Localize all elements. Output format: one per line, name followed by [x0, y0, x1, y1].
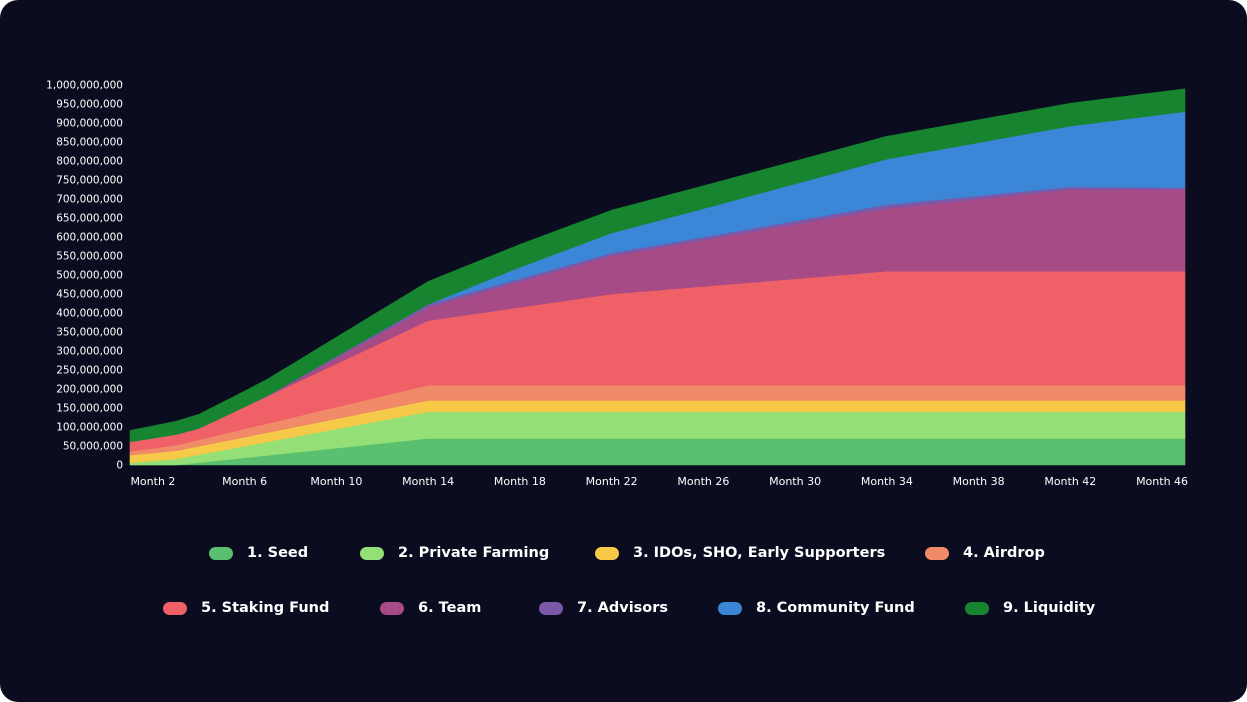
area-series-group: [129, 88, 1186, 466]
y-tick-label: 650,000,000: [56, 213, 123, 225]
legend-row-1: 1. Seed 2. Private Farming 3. IDOs, SHO,…: [0, 539, 1247, 567]
y-tick-label: 550,000,000: [56, 251, 123, 263]
y-tick-label: 0: [116, 460, 123, 472]
legend-swatch-staking-fund: [163, 601, 187, 615]
legend-label-airdrop: 4. Airdrop: [963, 545, 1045, 561]
y-tick-label: 600,000,000: [56, 232, 123, 244]
y-tick-label: 150,000,000: [56, 403, 123, 415]
legend-row-2: 5. Staking Fund 6. Team 7. Advisors 8. C…: [0, 594, 1247, 622]
x-tick-label: Month 26: [677, 475, 729, 488]
y-tick-label: 700,000,000: [56, 194, 123, 206]
legend-item-advisors[interactable]: 7. Advisors: [539, 594, 668, 622]
y-tick-label: 300,000,000: [56, 346, 123, 358]
legend-swatch-community-fund: [718, 601, 742, 615]
x-tick-label: Month 18: [494, 475, 546, 488]
legend-label-advisors: 7. Advisors: [577, 600, 669, 616]
x-tick-label: Month 6: [222, 475, 267, 488]
legend-swatch-idos: [595, 546, 619, 560]
x-tick-label: Month 10: [310, 475, 362, 488]
x-tick-label: Month 46: [1136, 475, 1188, 488]
y-tick-label: 50,000,000: [63, 441, 123, 453]
y-tick-label: 800,000,000: [56, 156, 123, 168]
x-tick-label: Month 38: [953, 475, 1005, 488]
y-tick-label: 200,000,000: [56, 384, 123, 396]
x-tick-label: Month 14: [402, 475, 454, 488]
y-axis-ticks: 1,000,000,000 950,000,000 900,000,000 850,0…: [46, 80, 123, 472]
legend-item-airdrop[interactable]: 4. Airdrop: [925, 539, 1045, 567]
y-tick-label: 850,000,000: [56, 137, 123, 149]
y-tick-label: 400,000,000: [56, 308, 123, 320]
legend-item-staking-fund[interactable]: 5. Staking Fund: [163, 594, 329, 622]
legend-label-seed: 1. Seed: [247, 545, 309, 561]
x-tick-label: Month 42: [1044, 475, 1096, 488]
y-tick-label: 100,000,000: [56, 422, 123, 434]
y-tick-label: 500,000,000: [56, 270, 123, 282]
legend-label-private-farming: 2. Private Farming: [398, 545, 550, 561]
x-tick-label: Month 30: [769, 475, 821, 488]
legend-swatch-private-farming: [360, 546, 384, 560]
legend-item-team[interactable]: 6. Team: [380, 594, 481, 622]
area-series-9: [129, 88, 1186, 443]
y-tick-label: 350,000,000: [56, 327, 123, 339]
legend-swatch-team: [380, 601, 404, 615]
legend-item-liquidity[interactable]: 9. Liquidity: [965, 594, 1095, 622]
legend-swatch-airdrop: [925, 546, 949, 560]
legend-item-idos[interactable]: 3. IDOs, SHO, Early Supporters: [595, 539, 885, 567]
y-tick-label: 750,000,000: [56, 175, 123, 187]
x-tick-label: Month 2: [130, 475, 175, 488]
y-tick-label: 950,000,000: [56, 99, 123, 111]
y-tick-label: 250,000,000: [56, 365, 123, 377]
legend-item-private-farming[interactable]: 2. Private Farming: [360, 539, 549, 567]
legend-swatch-liquidity: [965, 601, 989, 615]
legend-label-community-fund: 8. Community Fund: [756, 600, 915, 616]
x-tick-label: Month 22: [586, 475, 638, 488]
y-tick-label: 1,000,000,000: [46, 80, 123, 92]
legend-swatch-advisors: [539, 601, 563, 615]
legend-swatch-seed: [209, 546, 233, 560]
x-tick-label: Month 34: [861, 475, 913, 488]
legend-label-staking-fund: 5. Staking Fund: [201, 600, 330, 616]
legend-item-seed[interactable]: 1. Seed: [209, 539, 308, 567]
legend-label-idos: 3. IDOs, SHO, Early Supporters: [633, 545, 886, 561]
legend-item-community-fund[interactable]: 8. Community Fund: [718, 594, 915, 622]
y-tick-label: 900,000,000: [56, 118, 123, 130]
legend-label-team: 6. Team: [418, 600, 482, 616]
legend-label-liquidity: 9. Liquidity: [1003, 600, 1096, 616]
x-axis-ticks: Month 2 Month 6 Month 10 Month 14 Month 18 Mo…: [130, 475, 1188, 488]
y-tick-label: 450,000,000: [56, 289, 123, 301]
